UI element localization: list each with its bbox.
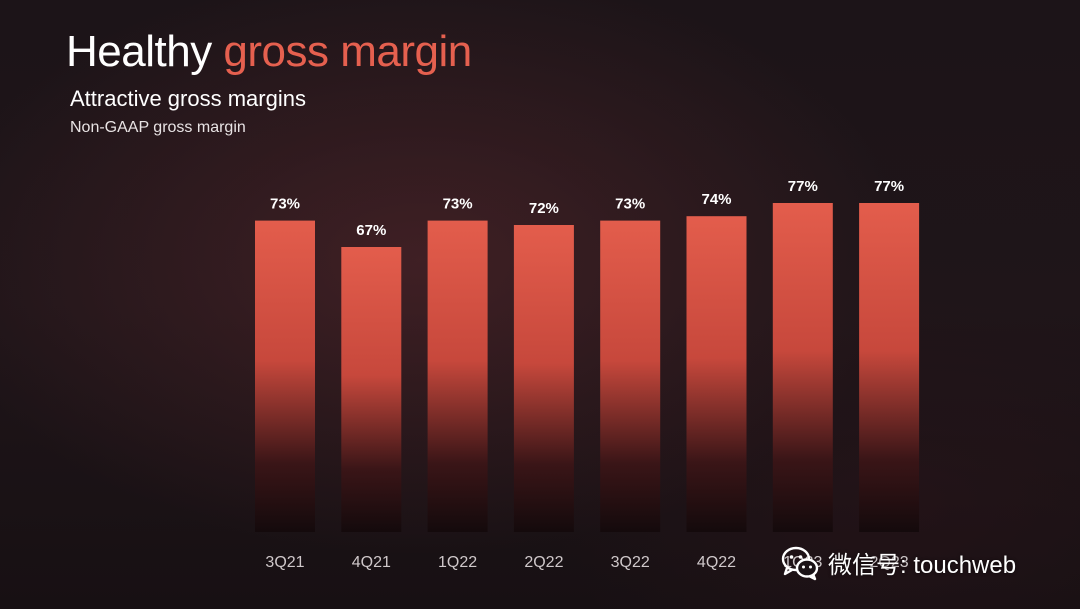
x-tick-3q21: 3Q21 [265, 554, 304, 571]
watermark: 微信号: touchweb [780, 540, 1016, 584]
bars-layer [255, 203, 920, 532]
data-label-3q22: 73% [615, 196, 645, 213]
x-tick-4q22: 4Q22 [697, 554, 736, 571]
wechat-logo-icon [781, 546, 819, 581]
bar-2q23 [859, 203, 920, 532]
x-tick-2q22: 2Q22 [524, 554, 563, 571]
x-tick-labels-layer: 3Q214Q211Q222Q223Q224Q221Q232Q23 [265, 554, 908, 571]
bar-4q22 [686, 216, 747, 532]
x-tick-4q21: 4Q21 [352, 554, 391, 571]
data-label-1q22: 73% [443, 196, 473, 213]
data-label-2q23: 77% [874, 178, 904, 195]
bar-3q21 [255, 220, 315, 532]
chart-caption: Non-GAAP gross margin [70, 119, 246, 136]
data-label-4q21: 67% [356, 222, 386, 239]
data-labels-layer: 73% 67% 73% 72% 73% 74% 77% 77% [270, 178, 904, 239]
x-tick-3q22: 3Q22 [611, 554, 650, 571]
x-tick-2q23: 2Q23 [870, 554, 909, 571]
x-tick-1q22: 1Q22 [438, 554, 477, 571]
data-label-3q21: 73% [270, 196, 300, 213]
data-label-2q22: 72% [529, 200, 559, 217]
data-label-4q22: 74% [701, 191, 731, 208]
bar-4q21 [341, 247, 402, 532]
bar-1q23 [772, 203, 833, 532]
bar-1q22 [427, 220, 488, 532]
bar-3q22 [600, 220, 661, 532]
slide-title: Healthy gross margin [66, 26, 472, 78]
bar-2q22 [513, 225, 574, 532]
data-label-1q23: 77% [788, 178, 818, 195]
slide-title-accent: gross margin [223, 27, 472, 76]
slide-title-main: Healthy [66, 27, 224, 76]
slide-subtitle: Attractive gross margins [70, 86, 306, 111]
watermark-text: 微信号: touchweb [828, 551, 1017, 579]
